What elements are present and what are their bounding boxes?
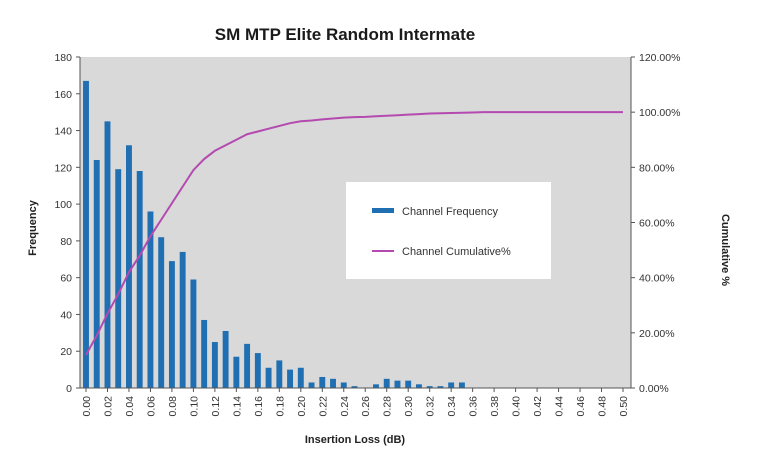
x-axis-label: Insertion Loss (dB) <box>305 434 406 446</box>
y2-tick-label: 60.00% <box>639 218 675 230</box>
frequency-bar <box>190 279 197 388</box>
y2-axis-label: Cumulative % <box>719 214 731 286</box>
x-tick-label: 0.16 <box>253 396 265 417</box>
frequency-bar <box>448 382 455 388</box>
frequency-bar <box>244 343 251 388</box>
frequency-bar <box>373 384 379 388</box>
chart-title: SM MTP Elite Random Intermate <box>215 25 475 44</box>
frequency-bar <box>340 382 347 388</box>
y-tick-label: 60 <box>60 273 72 285</box>
y-tick-label: 100 <box>54 199 72 211</box>
x-tick-label: 0.38 <box>489 396 501 417</box>
frequency-bar <box>308 382 315 388</box>
frequency-bar <box>233 356 240 388</box>
frequency-bar <box>330 378 336 388</box>
frequency-bar <box>405 380 412 388</box>
y2-tick-label: 120.00% <box>639 52 680 64</box>
y-tick-label: 120 <box>54 162 72 174</box>
frequency-bar <box>168 261 175 388</box>
x-tick-label: 0.32 <box>425 396 437 417</box>
x-tick-label: 0.12 <box>210 396 222 417</box>
frequency-bar <box>319 376 326 388</box>
legend-label-cumulative: Channel Cumulative% <box>402 246 511 258</box>
frequency-bar <box>254 353 261 388</box>
y-tick-label: 180 <box>54 52 72 64</box>
frequency-bar <box>83 80 89 389</box>
y2-tick-label: 20.00% <box>639 328 675 340</box>
x-tick-label: 0.48 <box>597 396 609 417</box>
y2-tick-label: 100.00% <box>639 107 680 119</box>
x-tick-label: 0.46 <box>575 396 587 417</box>
x-tick-label: 0.06 <box>145 396 157 417</box>
x-tick-label: 0.04 <box>124 396 136 417</box>
y2-tick-labels: 0.00% 20.00% 40.00% 60.00% 80.00% 100.00% 120.… <box>639 52 680 395</box>
frequency-bar <box>394 380 401 388</box>
frequency-bar <box>104 121 111 388</box>
frequency-bar <box>426 386 433 388</box>
x-tick-label: 0.40 <box>511 396 523 417</box>
legend-box <box>346 182 551 279</box>
y-axis-label: Frequency <box>27 199 39 256</box>
y-tick-label: 140 <box>54 126 72 138</box>
y-tick-labels: 0 20 40 60 80 100 120 140 160 180 <box>54 52 72 395</box>
legend-swatch-frequency <box>372 208 394 213</box>
y2-tick-label: 40.00% <box>639 273 675 285</box>
y-tick-label: 20 <box>60 346 72 358</box>
axes <box>76 56 635 392</box>
x-tick-label: 0.24 <box>339 396 351 417</box>
x-tick-label: 0.28 <box>382 396 394 417</box>
x-tick-label: 0.18 <box>274 396 286 417</box>
x-tick-label: 0.34 <box>446 396 458 417</box>
x-tick-label: 0.20 <box>296 396 308 417</box>
frequency-bar <box>136 171 143 388</box>
y2-tick-label: 0.00% <box>639 383 669 395</box>
frequency-bar <box>211 342 218 388</box>
frequency-bar <box>415 384 422 388</box>
x-tick-label: 0.50 <box>618 396 630 417</box>
frequency-bar <box>179 251 186 388</box>
x-tick-label: 0.30 <box>403 396 415 417</box>
frequency-bar <box>265 367 272 388</box>
x-tick-label: 0.42 <box>532 396 544 417</box>
bar-series <box>83 80 465 389</box>
cumulative-line <box>85 111 623 356</box>
frequency-bar <box>93 159 100 388</box>
legend: Channel Frequency Channel Cumulative% <box>346 182 551 279</box>
y-tick-label: 80 <box>60 236 72 248</box>
x-tick-label: 0.22 <box>317 396 329 417</box>
x-tick-labels: 0.00 0.02 0.04 0.06 0.08 0.10 0.12 0.14 0.16 0.18… <box>81 396 630 417</box>
y-tick-label: 0 <box>66 383 72 395</box>
x-tick-label: 0.10 <box>188 396 200 417</box>
frequency-bar <box>201 319 208 388</box>
frequency-bar <box>126 145 132 388</box>
frequency-bar <box>147 211 154 388</box>
frequency-bar <box>115 169 122 388</box>
frequency-bar <box>351 386 358 388</box>
frequency-bar <box>276 360 283 388</box>
x-tick-label: 0.36 <box>468 396 480 417</box>
x-tick-label: 0.08 <box>167 396 179 417</box>
frequency-bar <box>437 386 444 388</box>
frequency-bar <box>158 237 165 388</box>
frequency-bar <box>297 367 304 388</box>
y2-tick-label: 80.00% <box>639 162 675 174</box>
legend-label-frequency: Channel Frequency <box>402 206 499 218</box>
y-tick-label: 40 <box>60 309 72 321</box>
frequency-bar <box>383 378 390 388</box>
x-tick-label: 0.02 <box>102 396 114 417</box>
x-tick-label: 0.14 <box>231 396 243 417</box>
x-tick-label: 0.44 <box>554 396 566 417</box>
x-tick-label: 0.26 <box>360 396 372 417</box>
frequency-bar <box>287 369 294 388</box>
x-tick-label: 0.00 <box>81 396 93 417</box>
frequency-bar <box>222 330 229 388</box>
y-tick-label: 160 <box>54 89 72 101</box>
frequency-bar <box>458 382 465 388</box>
